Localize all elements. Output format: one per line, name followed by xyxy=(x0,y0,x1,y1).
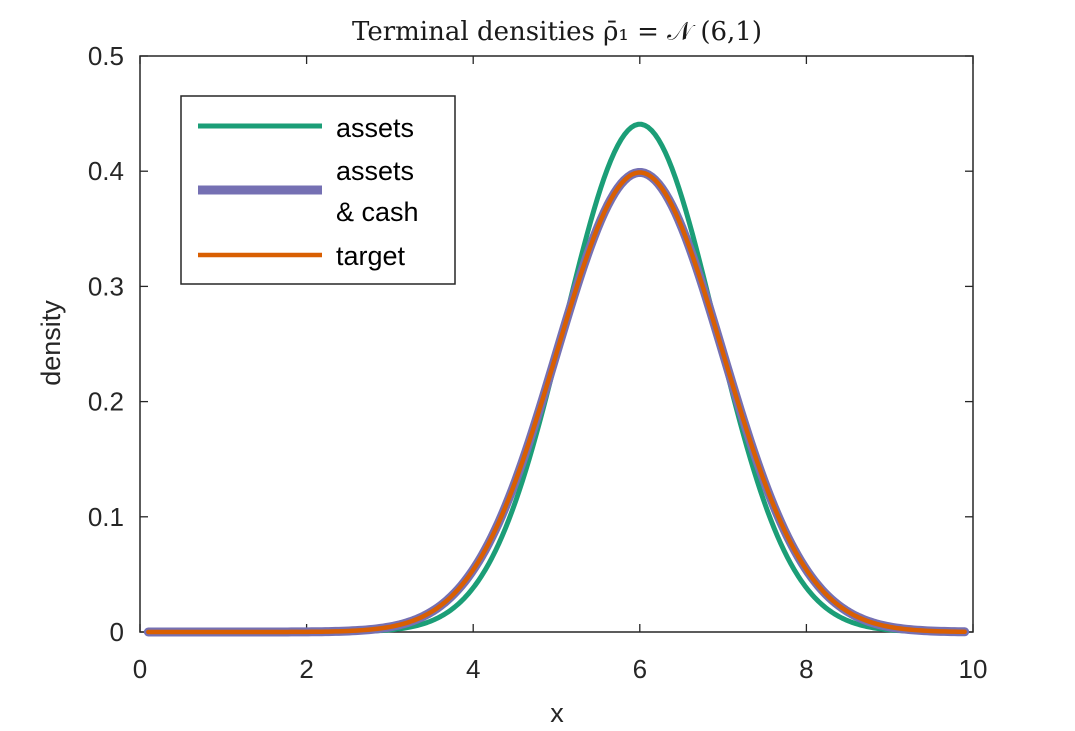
y-tick-label: 0.3 xyxy=(88,271,124,301)
x-tick-label: 6 xyxy=(633,654,647,684)
legend-label: assets xyxy=(336,156,414,186)
x-tick-label: 4 xyxy=(466,654,480,684)
y-axis-label: density xyxy=(36,300,66,386)
y-tick-label: 0.4 xyxy=(88,156,124,186)
x-tick-label: 2 xyxy=(299,654,313,684)
legend-label: assets xyxy=(336,113,414,143)
series-lines xyxy=(143,121,970,637)
y-tick-label: 0.5 xyxy=(88,41,124,71)
x-axis-label: x xyxy=(550,698,564,728)
legend: assets assets & cash target xyxy=(180,95,456,285)
chart-title: Terminal densities ρ̄₁ = 𝒩 (6,1) xyxy=(352,17,762,47)
legend-label: & cash xyxy=(336,197,419,227)
legend-label: target xyxy=(336,241,406,271)
x-tick-label: 0 xyxy=(133,654,147,684)
series-line-2 xyxy=(146,170,967,635)
x-tick-label: 10 xyxy=(959,654,988,684)
y-tick-label: 0.1 xyxy=(88,502,124,532)
x-tick-label: 8 xyxy=(799,654,813,684)
axis-ticks: 0 2 4 6 8 10 0 0.1 0.2 0.3 0.4 0.5 xyxy=(88,41,988,684)
y-tick-label: 0 xyxy=(110,617,124,647)
y-tick-label: 0.2 xyxy=(88,387,124,417)
